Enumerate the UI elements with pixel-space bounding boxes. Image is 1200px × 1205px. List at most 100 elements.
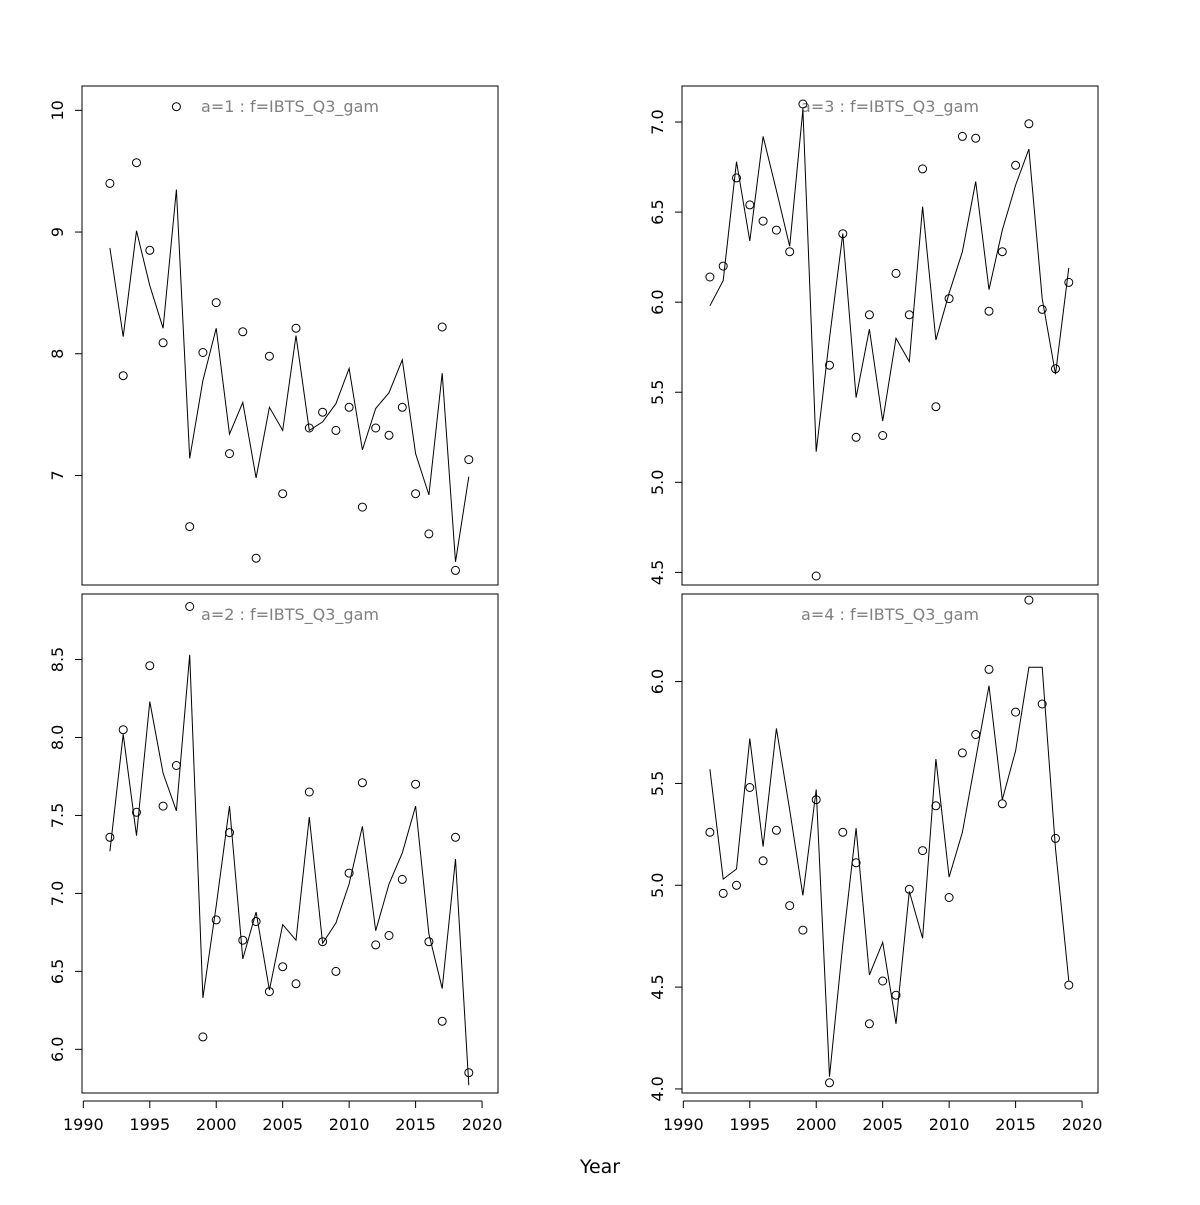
- observed-point: [238, 935, 248, 945]
- observed-point: [291, 323, 301, 333]
- x-axis-label: Year: [579, 1156, 620, 1178]
- observed-point: [732, 173, 741, 183]
- observed-point: [198, 348, 208, 357]
- y-tick-label: 6.5: [48, 959, 67, 984]
- panel-title: a=1 : f=IBTS_Q3_gam: [201, 97, 379, 117]
- observed-point: [1064, 277, 1074, 287]
- plot-frame: [81, 593, 499, 1094]
- observed-point: [451, 565, 460, 575]
- observed-point: [118, 725, 128, 735]
- observed-point: [145, 661, 155, 671]
- y-tick-label: 6.0: [648, 669, 667, 694]
- y-tick-label: 6.5: [648, 199, 667, 224]
- observed-point: [318, 407, 328, 417]
- observed-point: [758, 856, 768, 866]
- observed-point: [424, 529, 434, 539]
- observed-point: [397, 874, 407, 884]
- observed-point: [745, 783, 755, 792]
- observed-point: [825, 1078, 834, 1088]
- x-tick-label: 2005: [862, 1115, 903, 1134]
- y-tick-label: 7.0: [648, 109, 667, 134]
- observed-point: [918, 164, 928, 174]
- observed-point: [811, 571, 821, 581]
- observed-point: [798, 925, 808, 935]
- observed-point: [984, 664, 994, 674]
- observed-point: [251, 917, 261, 926]
- observed-point: [411, 489, 421, 499]
- observed-point: [437, 322, 447, 332]
- observed-point: [238, 327, 248, 337]
- observed-point: [1024, 595, 1034, 605]
- observed-point: [705, 827, 715, 837]
- plot-frame: [81, 85, 499, 586]
- panel-1: a=1 : f=IBTS_Q3_gam 7 8 9 10: [48, 85, 499, 586]
- observed-point: [264, 351, 274, 361]
- observed-point: [705, 272, 715, 282]
- observed-point: [758, 216, 768, 226]
- x-tick-label: 2015: [995, 1115, 1036, 1134]
- observed-point: [718, 888, 728, 898]
- x-tick-label: 1995: [129, 1115, 170, 1134]
- observed-point: [1011, 707, 1021, 717]
- observed-point: [384, 931, 394, 940]
- x-tick-label: 1995: [729, 1115, 770, 1134]
- observed-point: [878, 431, 888, 440]
- x-tick-label: 2005: [262, 1115, 303, 1134]
- observed-point: [997, 247, 1007, 257]
- x-tick-label: 2010: [929, 1115, 970, 1134]
- observed-point: [957, 748, 967, 758]
- observed-point: [357, 502, 367, 512]
- panel-title: a=3 : f=IBTS_Q3_gam: [801, 97, 979, 117]
- observed-point: [132, 807, 141, 817]
- observed-point: [771, 225, 781, 235]
- observed-point: [851, 432, 861, 442]
- observed-point: [411, 779, 421, 789]
- x-tick-label: 2000: [796, 1115, 837, 1134]
- x-tick-label: 2010: [329, 1115, 370, 1134]
- observed-point: [891, 990, 901, 1000]
- fitted-line: [709, 666, 1070, 1077]
- observed-point: [384, 430, 394, 440]
- y-tick-label: 6.0: [48, 1037, 67, 1062]
- y-tick-label: 10: [48, 100, 67, 120]
- observed-point: [864, 1019, 874, 1029]
- panel-title: a=2 : f=IBTS_Q3_gam: [201, 605, 379, 625]
- observed-point: [132, 158, 141, 168]
- x-tick-label: 1990: [663, 1115, 704, 1134]
- observed-point: [771, 825, 781, 835]
- observed-point: [971, 133, 981, 143]
- observed-point: [424, 937, 434, 947]
- observed-point: [745, 200, 755, 210]
- y-tick-label: 4.5: [648, 560, 667, 585]
- observed-point: [278, 962, 288, 972]
- observed-point: [344, 868, 354, 878]
- fitted-line: [109, 189, 470, 562]
- plot-frame: [681, 85, 1099, 586]
- panel-title: a=4 : f=IBTS_Q3_gam: [801, 605, 979, 625]
- observed-point: [371, 423, 381, 433]
- observed-point: [984, 306, 994, 316]
- y-tick-label: 5.0: [648, 873, 667, 898]
- observed-point: [357, 778, 367, 788]
- observed-point: [105, 178, 115, 188]
- y-tick-label: 5.5: [648, 380, 667, 405]
- observed-point: [211, 298, 221, 308]
- observed-point: [718, 261, 728, 271]
- observed-point: [1037, 304, 1047, 314]
- observed-point: [198, 1032, 208, 1042]
- observed-point: [437, 1016, 447, 1026]
- observed-point: [278, 489, 288, 499]
- plot-frame: [681, 593, 1099, 1094]
- panel-3: a=2 : f=IBTS_Q3_gam 6.0 6.5 7.0 7.5 8.0 8.5 199…: [48, 593, 502, 1134]
- observed-point: [798, 99, 808, 109]
- observed-point: [185, 602, 195, 611]
- observed-point: [185, 522, 195, 532]
- observed-point: [331, 425, 341, 435]
- observed-point: [251, 553, 261, 563]
- panel-2: a=3 : f=IBTS_Q3_gam 4.5 5.0 5.5 6.0 6.5 7.0: [648, 85, 1099, 586]
- y-tick-label: 7: [48, 470, 67, 480]
- observed-point: [158, 801, 168, 811]
- y-tick-label: 8: [48, 349, 67, 359]
